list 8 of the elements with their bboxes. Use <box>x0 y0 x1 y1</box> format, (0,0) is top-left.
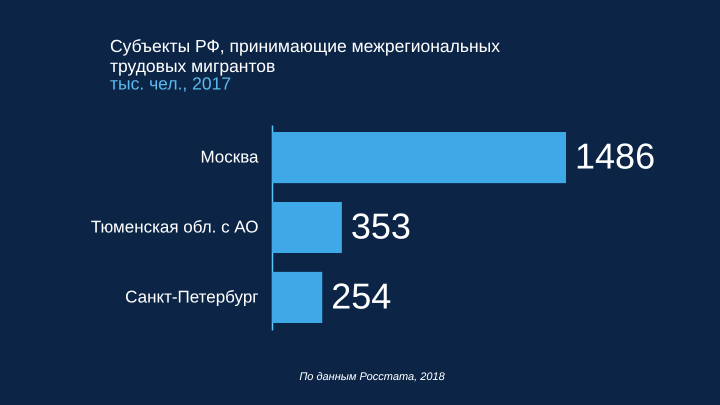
y-tick-label: Санкт-Петербург <box>125 287 258 306</box>
data-label: 254 <box>331 275 392 316</box>
text: По данным Росстата, 2018 <box>299 371 446 383</box>
chart-title: Субъекты РФ, принимающие межрегиональных трудовых мигрантов <box>110 36 500 76</box>
y-tick-label: Москва <box>200 148 260 167</box>
data-label: 1486 <box>575 136 656 177</box>
y-tick-label: Тюменская обл. с АО <box>90 218 258 236</box>
data-label: 353 <box>350 206 411 246</box>
